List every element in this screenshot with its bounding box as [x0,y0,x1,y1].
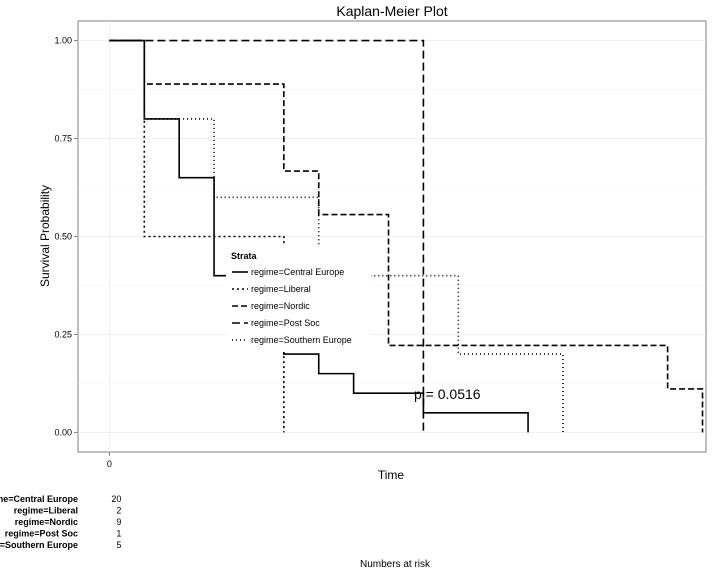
risk-row-value: 20 [111,494,121,504]
y-tick-label: 0.75 [54,134,72,144]
survival-curve-4 [109,39,425,433]
p-value-annotation: p = 0.0516 [414,386,481,402]
y-axis-label: Survival Probability [38,185,52,287]
chart-title: Kaplan-Meier Plot [336,3,447,19]
legend-entry: regime=Liberal [251,284,311,294]
legend-background [226,246,371,352]
legend-title: Strata [231,251,258,261]
risk-table-title: Numbers at risk [360,559,431,570]
risk-row-label: regime=Nordic [15,517,78,527]
risk-row-value: 2 [116,506,121,516]
risk-row-value: 9 [116,517,121,527]
numbers-at-risk-table: regime=Central Europe 20 regime=Liberal 2 re… [0,494,431,570]
legend-entry: regime=Nordic [251,301,310,311]
y-axis-ticks: 0.00 0.25 0.50 0.75 1.00 [54,36,78,437]
legend-items: regime=Central Europe regime=Liberal regim… [232,267,352,345]
risk-row-value: 5 [116,540,121,550]
risk-row-value: 1 [116,529,121,539]
x-axis-ticks: 0 [107,452,112,469]
risk-row-label: regime=Central Europe [0,494,78,504]
risk-row-label: regime=Southern Europe [0,540,78,550]
y-tick-label: 1.00 [54,36,72,46]
y-tick-label: 0.50 [54,232,72,242]
risk-row-label: regime=Post Soc [5,529,78,539]
legend-entry: regime=Post Soc [251,318,320,328]
x-axis-label: Time [378,468,405,482]
survival-curve-3 [109,39,704,433]
legend-entry: regime=Southern Europe [251,335,352,345]
x-tick-label: 0 [107,459,112,469]
risk-row-label: regime=Liberal [14,506,78,516]
legend: Strata regime=Central Europe regime=Liber… [226,246,371,352]
legend-entry: regime=Central Europe [251,267,344,277]
y-tick-label: 0.00 [54,427,72,437]
y-tick-label: 0.25 [54,329,72,339]
risk-rows: regime=Central Europe 20 regime=Liberal 2 re… [0,494,121,550]
